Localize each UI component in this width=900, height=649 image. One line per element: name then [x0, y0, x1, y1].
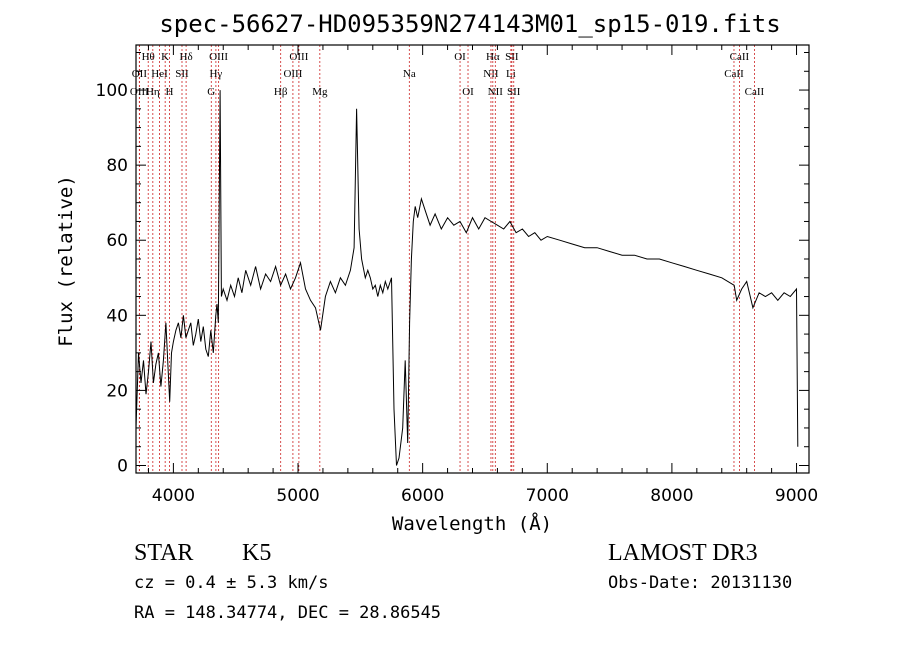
spectrum-series	[135, 90, 799, 466]
spectral-line-label: Hδ	[180, 51, 193, 63]
spectral-line-label: Hθ	[142, 51, 155, 63]
plot-frame	[135, 44, 810, 474]
spectral-line-label: Mg	[312, 86, 328, 98]
spectral-line-label: SII	[505, 51, 519, 63]
spectral-line-label: K	[161, 51, 169, 63]
x-axis-label: Wavelength (Å)	[392, 512, 552, 535]
spectral-line-label: CaII	[730, 51, 750, 63]
spectral-line-label: OI	[462, 86, 474, 98]
spectral-line-label: OIII	[289, 51, 308, 63]
object-class: STAR	[134, 540, 194, 566]
spectrum-line	[135, 90, 799, 466]
x-tick-label: 7000	[526, 486, 569, 506]
spectral-line-label: NII	[488, 86, 504, 98]
spectral-line-label: Hα	[486, 51, 500, 63]
spectral-line-label: SII	[175, 68, 189, 80]
spectral-line-label: OI	[454, 51, 466, 63]
chart-title: spec-56627-HD095359N274143M01_sp15-019.f…	[159, 10, 780, 38]
spectral-line-label: Hη	[146, 86, 160, 98]
spectral-line-label: CaII	[724, 68, 744, 80]
spectral-line-markers: HθOIIOIIIHηHeIKHSIIHδGHγOIIIHβOIIIOIIIMg…	[130, 45, 765, 473]
y-tick-label: 60	[106, 231, 128, 251]
spectral-line-label: OIII	[209, 51, 228, 63]
x-axis: 4000 5000 6000 7000 8000 9000	[147, 45, 818, 506]
x-tick-label: 9000	[775, 486, 818, 506]
spectral-line-label: H	[166, 86, 174, 98]
coordinates: RA = 148.34774, DEC = 28.86545	[134, 603, 442, 623]
spectral-line-label: CaII	[745, 86, 765, 98]
x-tick-label: 5000	[276, 486, 319, 506]
x-tick-label: 6000	[401, 486, 444, 506]
x-tick-label: 4000	[152, 486, 195, 506]
spectral-line-label: Li	[506, 68, 516, 80]
y-tick-label: 20	[106, 381, 128, 401]
spectral-line-label: HeI	[151, 68, 168, 80]
y-tick-label: 100	[96, 81, 128, 101]
y-tick-label: 40	[106, 306, 128, 326]
spectral-line-label: Hβ	[274, 86, 288, 98]
object-subclass: K5	[242, 540, 272, 566]
spectral-line-label: OIII	[130, 86, 149, 98]
spectral-line-label: SII	[507, 86, 521, 98]
y-tick-label: 0	[117, 456, 128, 476]
y-tick-label: 80	[106, 156, 128, 176]
spectral-line-label: Hγ	[209, 68, 222, 80]
observation-date: Obs-Date: 20131130	[608, 573, 793, 593]
spectral-line-label: OIII	[283, 68, 302, 80]
spectral-line-label: Na	[403, 68, 416, 80]
x-tick-label: 8000	[650, 486, 693, 506]
spectral-line-label: G	[207, 86, 215, 98]
spectral-line-label: NII	[483, 68, 499, 80]
y-axis: 0 20 40 60 80 100	[96, 52, 809, 476]
y-axis-label: Flux (relative)	[55, 175, 77, 347]
survey-name: LAMOST DR3	[608, 540, 758, 566]
redshift-cz: cz = 0.4 ± 5.3 km/s	[134, 573, 329, 593]
